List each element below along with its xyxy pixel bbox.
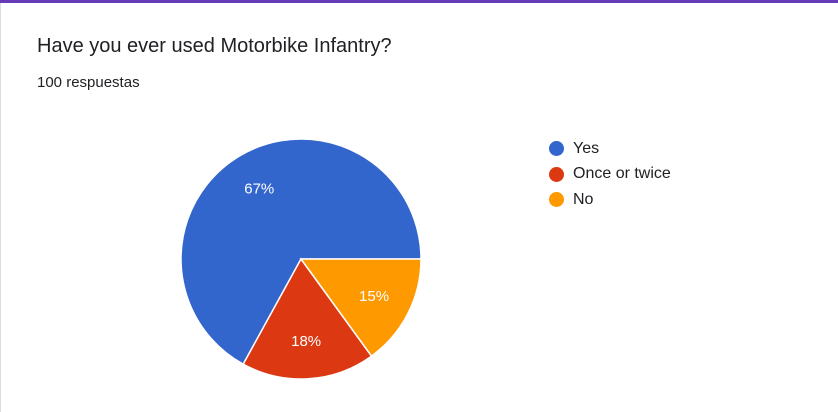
legend-item-once-or-twice[interactable]: Once or twice	[549, 162, 671, 188]
legend-swatch-yes	[549, 141, 564, 157]
slice-label-yes: 67%	[244, 180, 274, 197]
response-count: 100 respuestas	[37, 74, 140, 91]
chart-legend: Yes Once or twice No	[549, 136, 671, 213]
legend-item-yes[interactable]: Yes	[549, 136, 671, 162]
legend-label-yes: Yes	[573, 139, 600, 157]
pie-slice-yes[interactable]	[180, 138, 422, 366]
legend-label-once-or-twice: Once or twice	[573, 165, 671, 183]
legend-swatch-once-or-twice	[549, 166, 564, 182]
pie-slice-once-or-twice[interactable]	[242, 257, 373, 380]
slice-label-no: 15%	[359, 288, 389, 305]
card-border	[0, 3, 1, 412]
slice-label-once-or-twice: 18%	[291, 333, 321, 350]
legend-label-no: No	[573, 190, 594, 208]
form-accent-bar	[0, 0, 838, 3]
question-title: Have you ever used Motorbike Infantry?	[37, 35, 392, 57]
legend-item-no[interactable]: No	[549, 187, 671, 213]
legend-swatch-no	[549, 192, 564, 208]
pie-slice-no[interactable]	[299, 258, 422, 358]
